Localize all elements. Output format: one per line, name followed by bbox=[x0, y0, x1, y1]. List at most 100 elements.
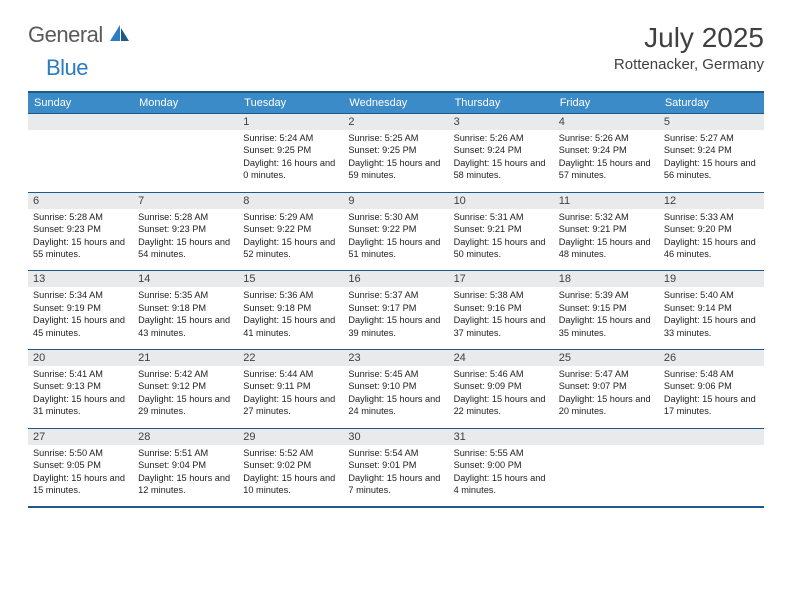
day-cell: 21Sunrise: 5:42 AMSunset: 9:12 PMDayligh… bbox=[133, 349, 238, 428]
day-number: 8 bbox=[238, 192, 343, 209]
day-content: Sunrise: 5:29 AMSunset: 9:22 PMDaylight:… bbox=[238, 209, 343, 271]
day-cell: 11Sunrise: 5:32 AMSunset: 9:21 PMDayligh… bbox=[554, 192, 659, 271]
empty-day-content bbox=[133, 130, 238, 188]
day-number: 9 bbox=[343, 192, 448, 209]
day-cell bbox=[28, 113, 133, 192]
day-number: 12 bbox=[659, 192, 764, 209]
day-content: Sunrise: 5:28 AMSunset: 9:23 PMDaylight:… bbox=[28, 209, 133, 271]
day-cell bbox=[133, 113, 238, 192]
day-number: 7 bbox=[133, 192, 238, 209]
day-number: 30 bbox=[343, 428, 448, 445]
day-content: Sunrise: 5:46 AMSunset: 9:09 PMDaylight:… bbox=[449, 366, 554, 428]
weekday-header: Saturday bbox=[659, 92, 764, 113]
calendar-row: 20Sunrise: 5:41 AMSunset: 9:13 PMDayligh… bbox=[28, 349, 764, 428]
day-number: 24 bbox=[449, 349, 554, 366]
day-number: 29 bbox=[238, 428, 343, 445]
day-content: Sunrise: 5:32 AMSunset: 9:21 PMDaylight:… bbox=[554, 209, 659, 271]
day-content: Sunrise: 5:34 AMSunset: 9:19 PMDaylight:… bbox=[28, 287, 133, 349]
day-content: Sunrise: 5:27 AMSunset: 9:24 PMDaylight:… bbox=[659, 130, 764, 192]
day-cell: 5Sunrise: 5:27 AMSunset: 9:24 PMDaylight… bbox=[659, 113, 764, 192]
day-number: 14 bbox=[133, 270, 238, 287]
logo-sail-icon bbox=[109, 23, 131, 48]
day-cell: 3Sunrise: 5:26 AMSunset: 9:24 PMDaylight… bbox=[449, 113, 554, 192]
day-cell: 25Sunrise: 5:47 AMSunset: 9:07 PMDayligh… bbox=[554, 349, 659, 428]
weekday-header: Thursday bbox=[449, 92, 554, 113]
day-number: 26 bbox=[659, 349, 764, 366]
day-cell: 29Sunrise: 5:52 AMSunset: 9:02 PMDayligh… bbox=[238, 428, 343, 508]
day-content: Sunrise: 5:37 AMSunset: 9:17 PMDaylight:… bbox=[343, 287, 448, 349]
day-cell: 7Sunrise: 5:28 AMSunset: 9:23 PMDaylight… bbox=[133, 192, 238, 271]
calendar-row: 1Sunrise: 5:24 AMSunset: 9:25 PMDaylight… bbox=[28, 113, 764, 192]
day-content: Sunrise: 5:44 AMSunset: 9:11 PMDaylight:… bbox=[238, 366, 343, 428]
calendar-row: 27Sunrise: 5:50 AMSunset: 9:05 PMDayligh… bbox=[28, 428, 764, 508]
day-content: Sunrise: 5:48 AMSunset: 9:06 PMDaylight:… bbox=[659, 366, 764, 428]
month-title: July 2025 bbox=[614, 22, 764, 54]
weekday-header: Sunday bbox=[28, 92, 133, 113]
day-number: 3 bbox=[449, 113, 554, 130]
day-number: 20 bbox=[28, 349, 133, 366]
weekday-header: Wednesday bbox=[343, 92, 448, 113]
day-content: Sunrise: 5:26 AMSunset: 9:24 PMDaylight:… bbox=[554, 130, 659, 192]
day-content: Sunrise: 5:35 AMSunset: 9:18 PMDaylight:… bbox=[133, 287, 238, 349]
weekday-header: Tuesday bbox=[238, 92, 343, 113]
day-cell: 27Sunrise: 5:50 AMSunset: 9:05 PMDayligh… bbox=[28, 428, 133, 508]
calendar-table: Sunday Monday Tuesday Wednesday Thursday… bbox=[28, 91, 764, 508]
day-cell: 6Sunrise: 5:28 AMSunset: 9:23 PMDaylight… bbox=[28, 192, 133, 271]
logo-text-blue: Blue bbox=[46, 55, 88, 81]
day-cell: 18Sunrise: 5:39 AMSunset: 9:15 PMDayligh… bbox=[554, 270, 659, 349]
day-cell: 19Sunrise: 5:40 AMSunset: 9:14 PMDayligh… bbox=[659, 270, 764, 349]
day-number: 11 bbox=[554, 192, 659, 209]
day-content: Sunrise: 5:52 AMSunset: 9:02 PMDaylight:… bbox=[238, 445, 343, 507]
day-number: 5 bbox=[659, 113, 764, 130]
calendar-body: 1Sunrise: 5:24 AMSunset: 9:25 PMDaylight… bbox=[28, 113, 764, 507]
day-content: Sunrise: 5:51 AMSunset: 9:04 PMDaylight:… bbox=[133, 445, 238, 507]
day-cell: 8Sunrise: 5:29 AMSunset: 9:22 PMDaylight… bbox=[238, 192, 343, 271]
day-number: 23 bbox=[343, 349, 448, 366]
day-content: Sunrise: 5:45 AMSunset: 9:10 PMDaylight:… bbox=[343, 366, 448, 428]
day-content: Sunrise: 5:50 AMSunset: 9:05 PMDaylight:… bbox=[28, 445, 133, 507]
empty-day-number bbox=[133, 113, 238, 130]
day-cell: 17Sunrise: 5:38 AMSunset: 9:16 PMDayligh… bbox=[449, 270, 554, 349]
day-number: 21 bbox=[133, 349, 238, 366]
day-number: 16 bbox=[343, 270, 448, 287]
day-cell: 1Sunrise: 5:24 AMSunset: 9:25 PMDaylight… bbox=[238, 113, 343, 192]
day-number: 13 bbox=[28, 270, 133, 287]
day-number: 6 bbox=[28, 192, 133, 209]
day-number: 18 bbox=[554, 270, 659, 287]
empty-day-content bbox=[28, 130, 133, 188]
day-cell: 31Sunrise: 5:55 AMSunset: 9:00 PMDayligh… bbox=[449, 428, 554, 508]
day-content: Sunrise: 5:38 AMSunset: 9:16 PMDaylight:… bbox=[449, 287, 554, 349]
day-number: 28 bbox=[133, 428, 238, 445]
day-cell: 26Sunrise: 5:48 AMSunset: 9:06 PMDayligh… bbox=[659, 349, 764, 428]
day-content: Sunrise: 5:26 AMSunset: 9:24 PMDaylight:… bbox=[449, 130, 554, 192]
day-content: Sunrise: 5:28 AMSunset: 9:23 PMDaylight:… bbox=[133, 209, 238, 271]
day-content: Sunrise: 5:36 AMSunset: 9:18 PMDaylight:… bbox=[238, 287, 343, 349]
day-cell bbox=[554, 428, 659, 508]
day-cell: 22Sunrise: 5:44 AMSunset: 9:11 PMDayligh… bbox=[238, 349, 343, 428]
day-number: 15 bbox=[238, 270, 343, 287]
weekday-header: Friday bbox=[554, 92, 659, 113]
day-number: 4 bbox=[554, 113, 659, 130]
day-content: Sunrise: 5:41 AMSunset: 9:13 PMDaylight:… bbox=[28, 366, 133, 428]
day-number: 27 bbox=[28, 428, 133, 445]
empty-day-number bbox=[554, 428, 659, 445]
day-number: 1 bbox=[238, 113, 343, 130]
day-content: Sunrise: 5:25 AMSunset: 9:25 PMDaylight:… bbox=[343, 130, 448, 192]
day-content: Sunrise: 5:47 AMSunset: 9:07 PMDaylight:… bbox=[554, 366, 659, 428]
empty-day-number bbox=[659, 428, 764, 445]
day-content: Sunrise: 5:55 AMSunset: 9:00 PMDaylight:… bbox=[449, 445, 554, 507]
day-number: 31 bbox=[449, 428, 554, 445]
day-content: Sunrise: 5:39 AMSunset: 9:15 PMDaylight:… bbox=[554, 287, 659, 349]
day-content: Sunrise: 5:40 AMSunset: 9:14 PMDaylight:… bbox=[659, 287, 764, 349]
day-content: Sunrise: 5:30 AMSunset: 9:22 PMDaylight:… bbox=[343, 209, 448, 271]
day-cell: 20Sunrise: 5:41 AMSunset: 9:13 PMDayligh… bbox=[28, 349, 133, 428]
day-content: Sunrise: 5:33 AMSunset: 9:20 PMDaylight:… bbox=[659, 209, 764, 271]
day-cell: 14Sunrise: 5:35 AMSunset: 9:18 PMDayligh… bbox=[133, 270, 238, 349]
day-number: 17 bbox=[449, 270, 554, 287]
day-cell: 24Sunrise: 5:46 AMSunset: 9:09 PMDayligh… bbox=[449, 349, 554, 428]
day-number: 25 bbox=[554, 349, 659, 366]
weekday-header-row: Sunday Monday Tuesday Wednesday Thursday… bbox=[28, 92, 764, 113]
empty-day-content bbox=[659, 445, 764, 503]
calendar-row: 13Sunrise: 5:34 AMSunset: 9:19 PMDayligh… bbox=[28, 270, 764, 349]
day-cell bbox=[659, 428, 764, 508]
